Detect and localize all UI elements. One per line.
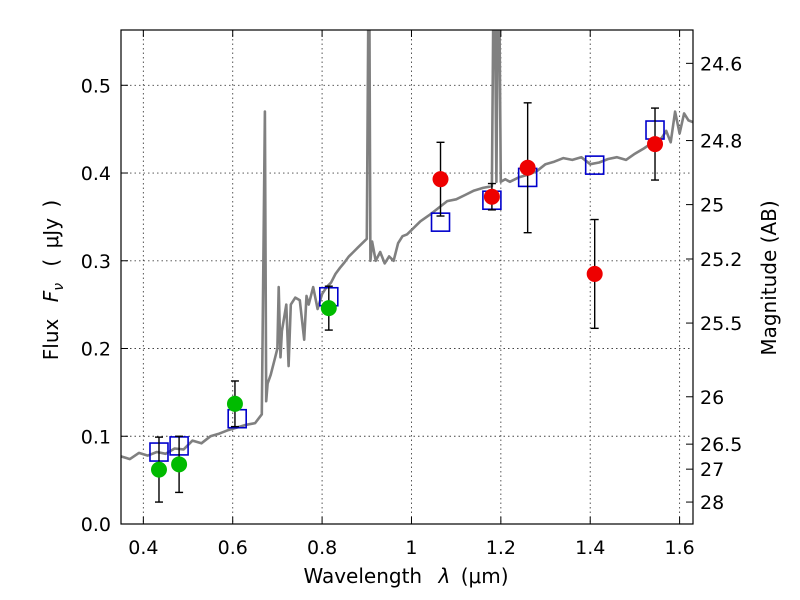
sed-model-line [121, 30, 693, 461]
y-tick-label: 0.4 [81, 163, 111, 185]
right-tick-label: 24.8 [700, 131, 742, 153]
right-tick-label: 25.2 [700, 249, 742, 271]
right-tick-label: 26.5 [700, 434, 742, 456]
detection-point [483, 188, 500, 205]
y-tick-label: 0.2 [81, 339, 111, 361]
detection-point [171, 456, 188, 473]
x-axis-paren-open: ( [461, 564, 469, 588]
x-axis-label-text: Wavelength [303, 564, 422, 588]
x-tick-label: 0.8 [307, 537, 337, 559]
plot-frame [120, 29, 694, 525]
y-axis-subscript: ν [51, 283, 67, 291]
x-axis-paren-close: ) [501, 564, 509, 588]
y-tick-label: 0.0 [81, 514, 111, 536]
x-tick-label: 0.6 [218, 537, 248, 559]
y-axis-label: Flux Fν ( μJy ) [39, 200, 68, 360]
x-axis-unit: μm [469, 564, 501, 588]
right-tick-label: 28 [700, 492, 724, 514]
x-axis-label: Wavelength λ (μm) [303, 564, 508, 588]
y-tick-label: 0.3 [81, 251, 111, 273]
y-tick-label: 0.5 [81, 75, 111, 97]
plot-area [121, 30, 693, 503]
x-axis-symbol: λ [437, 564, 450, 588]
detection-point [226, 395, 243, 412]
x-tick-label: 1.4 [575, 537, 605, 559]
right-tick-label: 25 [700, 195, 724, 217]
right-tick-label: 27 [700, 459, 724, 481]
right-axis-label: Magnitude (AB) [757, 200, 781, 355]
model-photometry-square [584, 155, 605, 175]
axes: 0.4 0.6 0.8 1 1.2 1.4 1.6 0.0 0.1 0.2 0.3 0.4 0.5 24.… [81, 30, 742, 559]
y-axis-paren-close: ) [39, 200, 63, 208]
y-axis-unit: μJy [39, 218, 63, 249]
x-tick-label: 1.6 [664, 537, 694, 559]
detection-point [586, 265, 603, 282]
right-tick-label: 24.6 [700, 53, 742, 75]
detection-point [150, 461, 167, 478]
y-tick-label: 0.1 [81, 426, 111, 448]
y-axis-symbol: F [39, 290, 63, 302]
x-tick-label: 1 [405, 537, 417, 559]
y-axis-label-text: Flux [39, 318, 63, 360]
x-tick-label: 1.2 [486, 537, 516, 559]
x-tick-label: 0.4 [128, 537, 158, 559]
detection-point [432, 171, 449, 188]
right-tick-label: 26 [700, 387, 724, 409]
detection-point [320, 300, 337, 317]
y-axis-paren-open: ( [39, 259, 63, 267]
detection-point [647, 136, 664, 153]
detection-point [519, 159, 536, 176]
right-tick-label: 25.5 [700, 313, 742, 335]
